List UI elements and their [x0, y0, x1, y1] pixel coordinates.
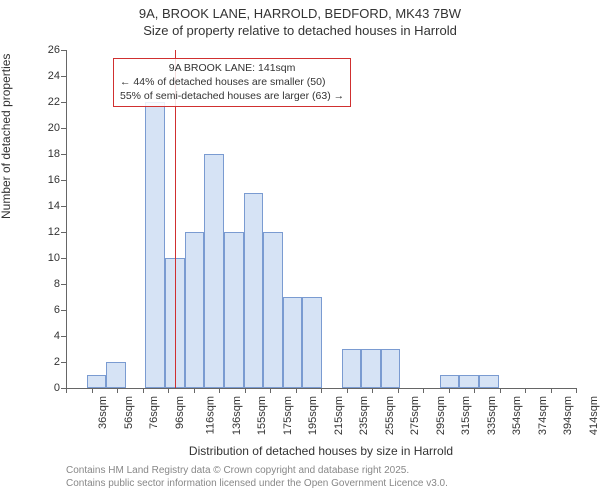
xtick-mark	[270, 388, 271, 393]
ytick-mark	[61, 362, 66, 363]
ytick-label: 6	[32, 304, 60, 316]
xtick-label: 295sqm	[435, 396, 447, 435]
xtick-label: 354sqm	[511, 396, 523, 435]
xtick-label: 275sqm	[409, 396, 421, 435]
histogram-bar	[283, 297, 303, 388]
xtick-mark	[525, 388, 526, 393]
xtick-label: 116sqm	[204, 396, 216, 434]
ytick-mark	[61, 258, 66, 259]
xtick-label: 235sqm	[358, 396, 370, 435]
xtick-label: 195sqm	[307, 396, 319, 435]
xtick-mark	[92, 388, 93, 393]
xtick-label: 155sqm	[256, 396, 268, 435]
ytick-label: 4	[32, 330, 60, 342]
histogram-bar	[244, 193, 264, 388]
xtick-mark	[321, 388, 322, 393]
ytick-label: 22	[32, 96, 60, 108]
ytick-label: 2	[32, 356, 60, 368]
chart-container: 9A, BROOK LANE, HARROLD, BEDFORD, MK43 7…	[0, 0, 600, 500]
ytick-mark	[61, 310, 66, 311]
credit-line-2: Contains public sector information licen…	[66, 477, 448, 490]
histogram-bar	[361, 349, 381, 388]
xtick-mark	[500, 388, 501, 393]
xtick-mark	[576, 388, 577, 393]
ytick-mark	[61, 128, 66, 129]
ytick-label: 14	[32, 200, 60, 212]
xtick-label: 335sqm	[486, 396, 498, 435]
xtick-label: 36sqm	[97, 396, 109, 429]
ytick-mark	[61, 102, 66, 103]
title-line-2: Size of property relative to detached ho…	[0, 23, 600, 40]
xtick-mark	[194, 388, 195, 393]
histogram-bar	[302, 297, 322, 388]
annot-line: 9A BROOK LANE: 141sqm	[120, 61, 344, 75]
ytick-label: 20	[32, 122, 60, 134]
histogram-bar	[381, 349, 401, 388]
title-line-1: 9A, BROOK LANE, HARROLD, BEDFORD, MK43 7…	[0, 6, 600, 23]
histogram-bar	[204, 154, 224, 388]
xtick-label: 315sqm	[460, 396, 472, 435]
xtick-mark	[449, 388, 450, 393]
xtick-label: 255sqm	[384, 396, 396, 435]
ytick-mark	[61, 50, 66, 51]
ytick-mark	[61, 284, 66, 285]
annot-line: ← 44% of detached houses are smaller (50…	[120, 75, 344, 89]
xtick-label: 175sqm	[282, 396, 294, 435]
plot-area: 9A BROOK LANE: 141sqm← 44% of detached h…	[66, 50, 577, 389]
xtick-mark	[551, 388, 552, 393]
histogram-bar	[440, 375, 460, 388]
ytick-label: 12	[32, 226, 60, 238]
ytick-label: 16	[32, 174, 60, 186]
ytick-mark	[61, 336, 66, 337]
histogram-bar	[342, 349, 362, 388]
histogram-bar	[224, 232, 244, 388]
xtick-mark	[66, 388, 67, 393]
xtick-mark	[219, 388, 220, 393]
xtick-label: 374sqm	[537, 396, 549, 435]
ytick-mark	[61, 76, 66, 77]
xtick-mark	[398, 388, 399, 393]
histogram-bar	[459, 375, 479, 388]
xtick-mark	[143, 388, 144, 393]
xtick-mark	[168, 388, 169, 393]
x-axis-label: Distribution of detached houses by size …	[66, 444, 576, 458]
ytick-label: 18	[32, 148, 60, 160]
y-axis-label: Number of detached properties	[0, 54, 13, 219]
xtick-mark	[423, 388, 424, 393]
ytick-label: 0	[32, 382, 60, 394]
ytick-label: 24	[32, 70, 60, 82]
xtick-label: 76sqm	[148, 396, 160, 429]
histogram-bar	[479, 375, 499, 388]
histogram-bar	[185, 232, 205, 388]
histogram-bar	[87, 375, 107, 388]
xtick-label: 414sqm	[588, 396, 600, 435]
histogram-bar	[106, 362, 126, 388]
credit-line-1: Contains HM Land Registry data © Crown c…	[66, 464, 448, 477]
ytick-mark	[61, 232, 66, 233]
ytick-mark	[61, 206, 66, 207]
ytick-label: 8	[32, 278, 60, 290]
xtick-mark	[372, 388, 373, 393]
annot-line: 55% of semi-detached houses are larger (…	[120, 89, 344, 103]
histogram-bar	[263, 232, 283, 388]
xtick-label: 394sqm	[562, 396, 574, 435]
ytick-mark	[61, 180, 66, 181]
xtick-mark	[474, 388, 475, 393]
xtick-label: 136sqm	[231, 396, 243, 435]
ytick-label: 26	[32, 44, 60, 56]
ytick-mark	[61, 154, 66, 155]
credits: Contains HM Land Registry data © Crown c…	[66, 464, 448, 490]
histogram-bar	[145, 102, 165, 388]
xtick-mark	[245, 388, 246, 393]
xtick-mark	[117, 388, 118, 393]
xtick-label: 215sqm	[333, 396, 345, 435]
xtick-mark	[296, 388, 297, 393]
xtick-label: 96sqm	[174, 396, 186, 429]
title-block: 9A, BROOK LANE, HARROLD, BEDFORD, MK43 7…	[0, 0, 600, 40]
xtick-mark	[347, 388, 348, 393]
ytick-label: 10	[32, 252, 60, 264]
xtick-label: 56sqm	[123, 396, 135, 429]
annotation-box: 9A BROOK LANE: 141sqm← 44% of detached h…	[113, 58, 351, 107]
